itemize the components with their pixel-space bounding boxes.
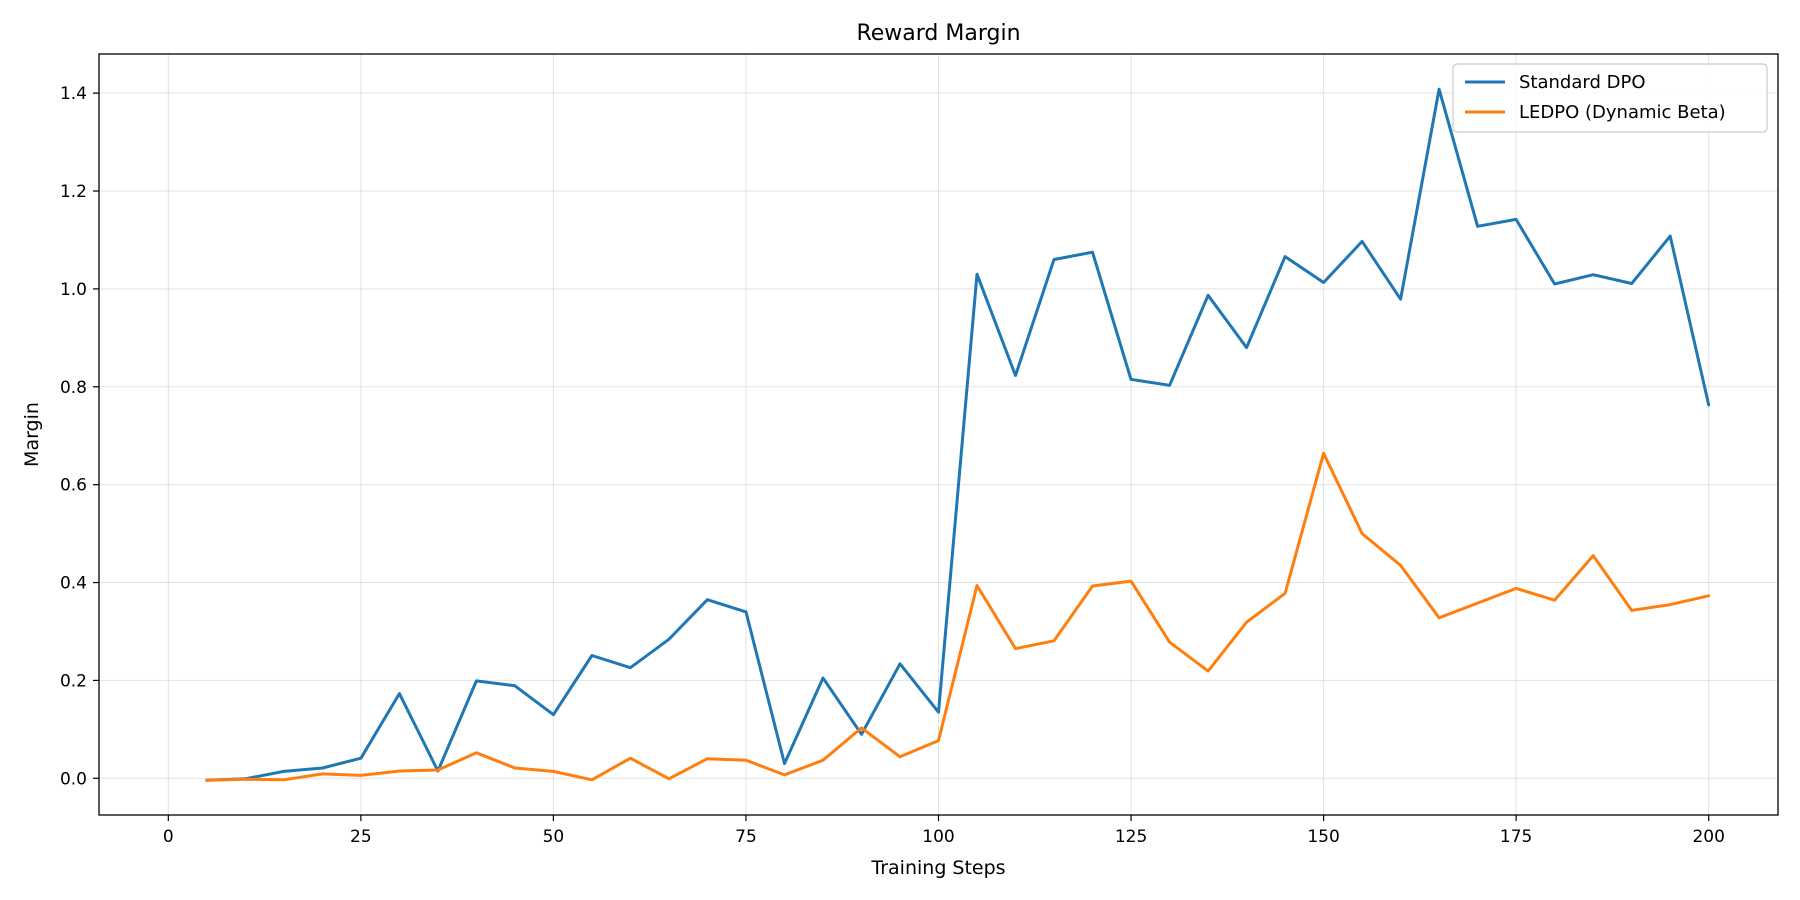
y-tick-label: 1.2 — [60, 182, 87, 202]
y-tick-label: 1.4 — [60, 84, 87, 104]
x-tick-label: 200 — [1692, 827, 1724, 847]
series-line-1 — [205, 87, 1711, 782]
y-tick-label: 0.0 — [60, 769, 87, 789]
legend-label: LEDPO (Dynamic Beta) — [1519, 102, 1726, 123]
y-tick-label: 0.4 — [60, 574, 87, 594]
x-tick-label: 50 — [543, 827, 565, 847]
y-tick-label: 0.8 — [60, 378, 87, 398]
series-line-2 — [205, 451, 1711, 782]
x-tick-label: 0 — [163, 827, 174, 847]
x-tick-label: 100 — [922, 827, 954, 847]
x-tick-label: 75 — [735, 827, 757, 847]
y-axis-ticks: 0.0 0.2 0.4 0.6 0.8 1.0 1.2 1.4 — [60, 84, 99, 789]
series-layer — [205, 87, 1711, 782]
x-tick-label: 150 — [1307, 827, 1339, 847]
legend-box — [1452, 63, 1768, 133]
chart-title: Reward Margin — [856, 21, 1020, 46]
y-tick-label: 0.6 — [60, 476, 87, 496]
x-axis-ticks: 0 25 50 75 100 125 150 175 200 — [163, 815, 1725, 847]
y-tick-label: 1.0 — [60, 280, 87, 300]
x-tick-label: 25 — [350, 827, 372, 847]
grid — [99, 54, 1778, 815]
y-axis-label: Margin — [21, 402, 43, 467]
x-axis-label: Training Steps — [870, 857, 1005, 879]
legend-label: Standard DPO — [1519, 72, 1646, 93]
y-tick-label: 0.2 — [60, 671, 87, 691]
legend: Standard DPO LEDPO (Dynamic Beta) — [1452, 63, 1768, 133]
x-tick-label: 125 — [1115, 827, 1147, 847]
x-tick-label: 175 — [1500, 827, 1532, 847]
